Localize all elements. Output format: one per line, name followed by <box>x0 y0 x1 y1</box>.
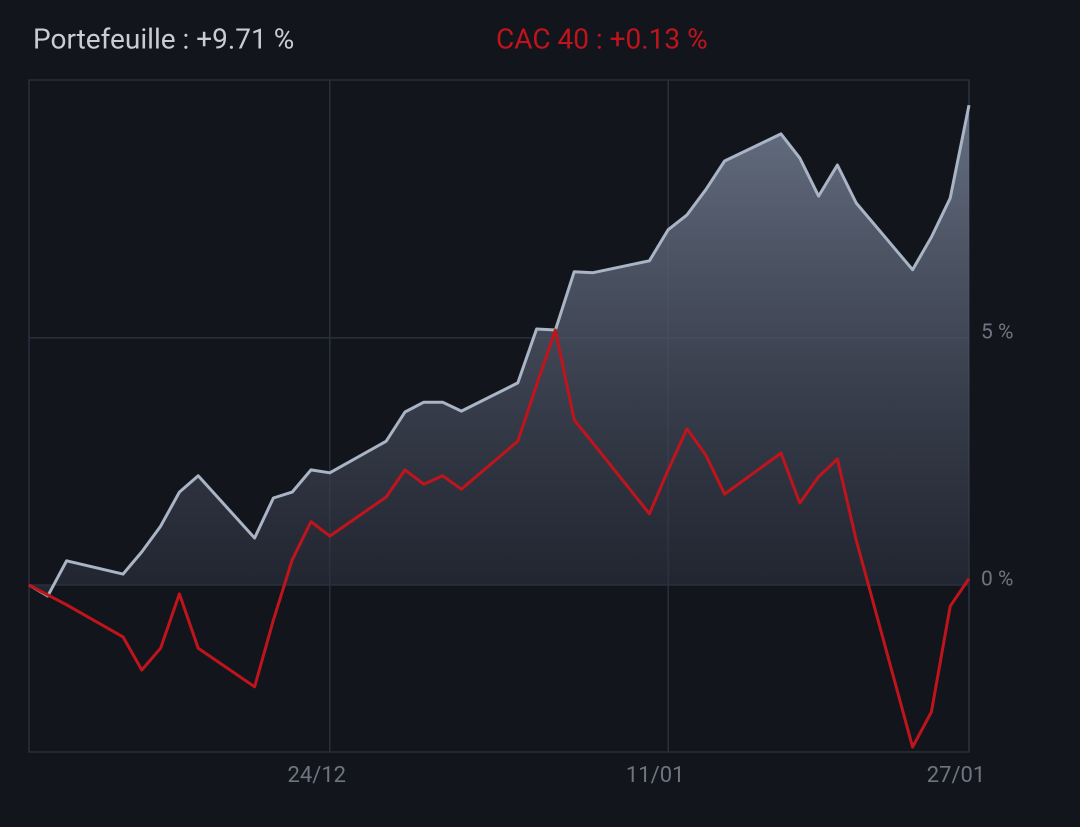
line <box>28 328 971 749</box>
legend-entry: CAC 40 : +0.13 % <box>496 22 708 55</box>
legend-entry: Portefeuille : +9.71 % <box>33 22 294 55</box>
y-tick-label: 5 % <box>981 320 1013 344</box>
x-tick-label: 11/01 <box>626 763 685 788</box>
y-tick-label: 0 % <box>981 568 1013 592</box>
x-tick-label: 24/12 <box>288 763 347 788</box>
line <box>28 104 971 598</box>
area <box>29 105 969 596</box>
x-tick-label: 27/01 <box>927 763 986 788</box>
